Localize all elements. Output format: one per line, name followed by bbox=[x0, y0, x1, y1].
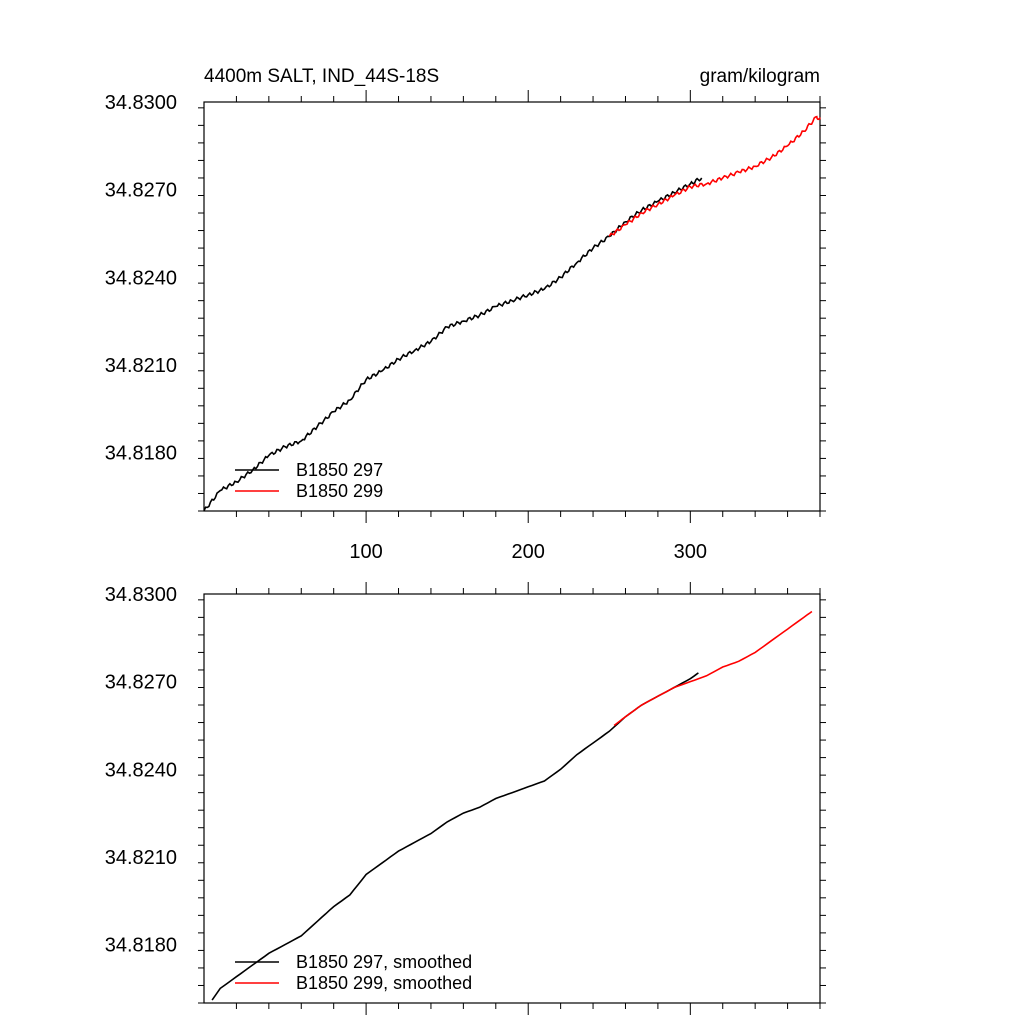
y-tick-label: 34.8180 bbox=[105, 443, 177, 465]
y-tick-label: 34.8270 bbox=[105, 672, 177, 694]
plot-frame bbox=[203, 593, 821, 1004]
legend-label: B1850 299 bbox=[296, 481, 383, 501]
x-tick-label: 200 bbox=[512, 541, 545, 563]
legend-label: B1850 297, smoothed bbox=[296, 952, 472, 972]
y-tick-label: 34.8210 bbox=[105, 847, 177, 869]
legend-label: B1850 297 bbox=[296, 460, 383, 480]
top-panel: 34.8300 34.8270 34.8240 34.8210 34.8180 100 20… bbox=[105, 90, 826, 563]
series-line-black bbox=[203, 177, 703, 512]
series-line-red bbox=[613, 610, 813, 727]
x-tick-label: 300 bbox=[674, 541, 707, 563]
x-tick-label: 100 bbox=[349, 541, 382, 563]
plot-frame bbox=[203, 101, 821, 512]
y-tick-label: 34.8300 bbox=[105, 584, 177, 606]
bottom-panel: 34.8300 34.8270 34.8240 34.8210 34.8180 B1850… bbox=[105, 582, 826, 1015]
y-tick-label: 34.8240 bbox=[105, 759, 177, 781]
y-tick-label: 34.8180 bbox=[105, 935, 177, 957]
panel-title: 4400m SALT, IND_44S-18S bbox=[204, 66, 439, 87]
series-line-red bbox=[608, 115, 821, 237]
legend-label: B1850 299, smoothed bbox=[296, 973, 472, 993]
y-tick-label: 34.8210 bbox=[105, 355, 177, 377]
y-tick-label: 34.8270 bbox=[105, 180, 177, 202]
y-tick-label: 34.8300 bbox=[105, 92, 177, 114]
y-tick-label: 34.8240 bbox=[105, 267, 177, 289]
units-label: gram/kilogram bbox=[700, 66, 820, 87]
